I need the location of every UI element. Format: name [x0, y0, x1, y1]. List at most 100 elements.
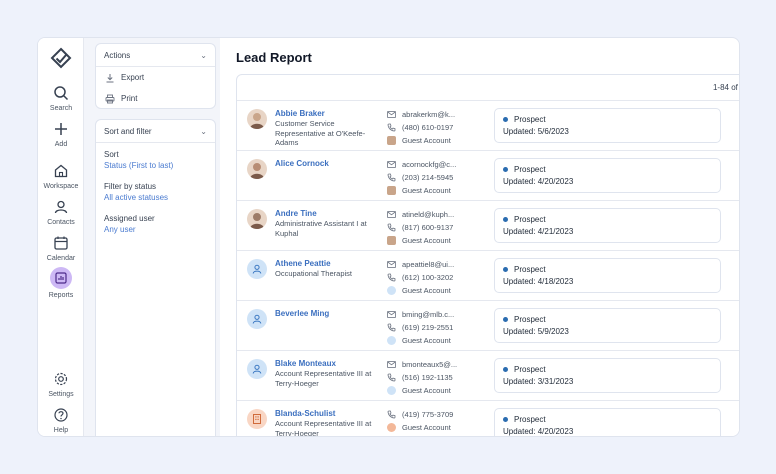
nav-label: Add	[54, 141, 68, 148]
lead-name-link[interactable]: Blanda-Schulist	[275, 409, 336, 418]
phone-icon	[387, 373, 396, 382]
status-dot-icon	[503, 217, 508, 222]
nav-label: Calendar	[46, 255, 76, 262]
nav-label: Contacts	[47, 219, 75, 226]
sort-filter-header[interactable]: Sort and filter ⌄	[96, 120, 215, 143]
nav-item-help[interactable]: Help	[38, 406, 84, 434]
phone-link[interactable]: (619) 219-2551	[387, 323, 453, 332]
account-link[interactable]: Guest Account	[387, 423, 451, 432]
status-card[interactable]: Prospect Updated: 5/9/2023	[494, 308, 721, 343]
status-card[interactable]: Prospect Updated: 3/31/2023	[494, 358, 721, 393]
status-card[interactable]: Prospect Updated: 5/6/2023	[494, 108, 721, 143]
lead-name-link[interactable]: Athene Peattie	[275, 259, 331, 268]
avatar	[247, 309, 267, 329]
phone-link[interactable]: (480) 610-0197	[387, 123, 453, 132]
email-text: atineld@kuph...	[402, 210, 455, 219]
lead-name-link[interactable]: Andre Tine	[275, 209, 317, 218]
status-dot-icon	[503, 167, 508, 172]
lead-row[interactable]: Blake Monteaux Account Representative III…	[237, 351, 739, 401]
nav-item-reports[interactable]: Reports	[38, 267, 84, 299]
nav-item-workspace[interactable]: Workspace	[38, 162, 84, 190]
avatar	[247, 259, 267, 279]
mail-icon	[387, 211, 396, 218]
phone-link[interactable]: (419) 775-3709	[387, 410, 453, 419]
page-title: Lead Report	[236, 50, 312, 65]
actions-header[interactable]: Actions ⌄	[96, 44, 215, 67]
phone-link[interactable]: (612) 100-3202	[387, 273, 453, 282]
lead-list: Abbie Braker Customer Service Representat…	[237, 101, 739, 437]
account-avatar-icon	[387, 286, 396, 295]
phone-icon	[387, 323, 396, 332]
account-link[interactable]: Guest Account	[387, 236, 451, 245]
nav-label: Workspace	[43, 183, 79, 190]
account-link[interactable]: Guest Account	[387, 386, 451, 395]
mail-icon	[387, 361, 396, 368]
sort-value-link[interactable]: Status (First to last)	[104, 161, 174, 170]
lead-row[interactable]: Beverlee Ming bming@mlb.c... (619) 219-255…	[237, 301, 739, 351]
nav-item-search[interactable]: Search	[38, 84, 84, 112]
account-text: Guest Account	[402, 236, 451, 245]
status-filter-label: Filter by status	[104, 182, 157, 191]
nav-item-contacts[interactable]: Contacts	[38, 198, 84, 226]
email-link[interactable]: bmonteaux5@...	[387, 360, 457, 369]
logo-icon[interactable]	[49, 47, 73, 71]
account-text: Guest Account	[402, 336, 451, 345]
lead-name-link[interactable]: Alice Cornock	[275, 159, 329, 168]
gear-icon	[54, 372, 68, 386]
status-dot-icon	[503, 267, 508, 272]
nav-item-calendar[interactable]: Calendar	[38, 234, 84, 262]
status-updated: Updated: 4/20/2023	[503, 427, 574, 436]
status-card[interactable]: Prospect Updated: 4/20/2023	[494, 408, 721, 436]
status-card[interactable]: Prospect Updated: 4/18/2023	[494, 258, 721, 293]
account-link[interactable]: Guest Account	[387, 136, 451, 145]
lead-row[interactable]: Andre Tine Administrative Assistant I at …	[237, 201, 739, 251]
actions-title: Actions	[104, 50, 131, 60]
home-icon	[54, 164, 68, 178]
lead-name-link[interactable]: Blake Monteaux	[275, 359, 336, 368]
user-icon	[252, 264, 262, 274]
user-icon	[252, 314, 262, 324]
lead-row[interactable]: Alice Cornock acornockfg@c... (203) 214-59…	[237, 151, 739, 201]
status-card[interactable]: Prospect Updated: 4/21/2023	[494, 208, 721, 243]
email-link[interactable]: abrakerkm@k...	[387, 110, 455, 119]
lead-row[interactable]: Blanda-Schulist Account Representative II…	[237, 401, 739, 437]
phone-link[interactable]: (817) 600-9137	[387, 223, 453, 232]
avatar	[247, 209, 267, 229]
email-link[interactable]: bming@mlb.c...	[387, 310, 454, 319]
phone-link[interactable]: (516) 192-1135	[387, 373, 453, 382]
email-link[interactable]: acornockfg@c...	[387, 160, 456, 169]
nav-item-add[interactable]: Add	[38, 120, 84, 148]
print-button[interactable]: Print	[96, 88, 215, 109]
building-icon	[253, 414, 261, 424]
lead-title: Account Representative III at Terry-Hoeg…	[275, 369, 372, 388]
email-link[interactable]: apeattiel8@ui...	[387, 260, 454, 269]
status-card[interactable]: Prospect Updated: 4/20/2023	[494, 158, 721, 193]
account-link[interactable]: Guest Account	[387, 286, 451, 295]
account-avatar-icon	[387, 236, 396, 245]
lead-name-link[interactable]: Abbie Braker	[275, 109, 325, 118]
account-link[interactable]: Guest Account	[387, 186, 451, 195]
assigned-user-link[interactable]: Any user	[104, 225, 136, 234]
sort-filter-title: Sort and filter	[104, 126, 152, 136]
nav-item-settings[interactable]: Settings	[38, 370, 84, 398]
account-link[interactable]: Guest Account	[387, 336, 451, 345]
chevron-down-icon: ⌄	[200, 126, 207, 136]
email-text: acornockfg@c...	[402, 160, 457, 169]
phone-text: (516) 192-1135	[402, 373, 453, 382]
avatar	[247, 109, 267, 129]
lead-title: Account Representative III at Terry-Hoeg…	[275, 419, 372, 437]
email-link[interactable]: atineld@kuph...	[387, 210, 454, 219]
phone-link[interactable]: (203) 214-5945	[387, 173, 453, 182]
status-dot-icon	[503, 417, 508, 422]
account-text: Guest Account	[402, 186, 451, 195]
nav-label: Reports	[48, 292, 74, 299]
account-text: Guest Account	[402, 386, 451, 395]
status-filter-link[interactable]: All active statuses	[104, 193, 169, 202]
sort-label: Sort	[104, 150, 119, 159]
export-button[interactable]: Export	[96, 67, 215, 88]
status-updated: Updated: 5/6/2023	[503, 127, 569, 136]
lead-row[interactable]: Abbie Braker Customer Service Representat…	[237, 101, 739, 151]
lead-name-link[interactable]: Beverlee Ming	[275, 309, 330, 318]
status-updated: Updated: 3/31/2023	[503, 377, 574, 386]
lead-row[interactable]: Athene Peattie Occupational Therapist apea…	[237, 251, 739, 301]
